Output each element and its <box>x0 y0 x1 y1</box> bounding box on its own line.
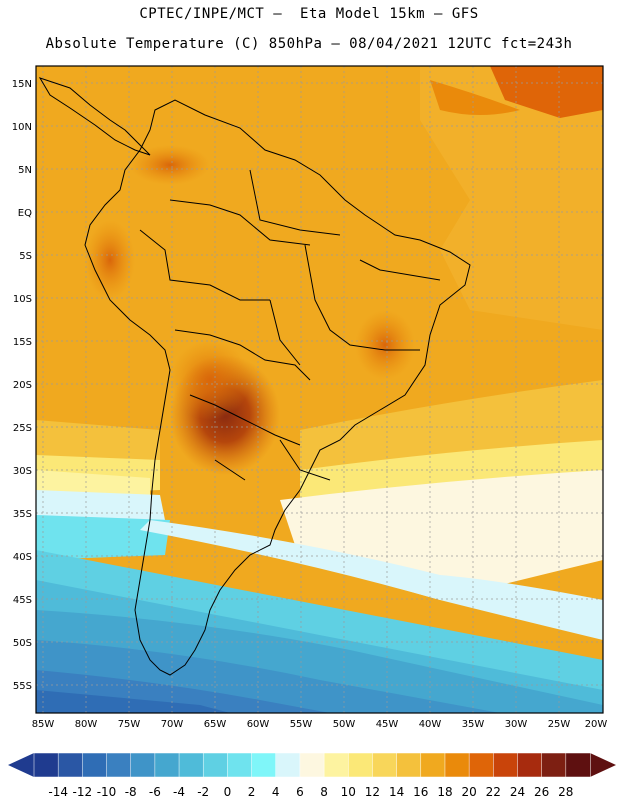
colorbar-swatch <box>275 752 301 778</box>
colorbar-swatch <box>348 752 374 778</box>
lat-label: EQ <box>18 208 32 219</box>
colorbar-swatch <box>517 752 543 778</box>
lat-label: 5N <box>18 165 32 176</box>
lon-label: 65W <box>204 719 227 730</box>
lat-label: 50S <box>13 638 32 649</box>
lon-label: 60W <box>247 719 270 730</box>
colorbar-tick-label: 14 <box>389 785 404 799</box>
lon-label: 30W <box>505 719 528 730</box>
colorbar-swatch <box>468 752 495 778</box>
colorbar-tick-label: 20 <box>461 785 476 799</box>
colorbar-tick-label: -10 <box>97 785 117 799</box>
lat-label: 30S <box>13 466 32 477</box>
latitude-labels: 15N 10N 5N EQ 5S 10S 15S 20S 25S 30S 35S… <box>12 79 32 692</box>
south-america-coastline <box>84 99 471 676</box>
lon-label: 35W <box>462 719 485 730</box>
colorbar-swatch <box>154 752 180 778</box>
country-borders <box>38 77 471 676</box>
colorbar: -14 -12 -10 -8 -6 -4 -2 0 2 4 6 8 10 12 14 16 18 20 22 24 26… <box>8 752 616 799</box>
colorbar-tick-label: 2 <box>248 785 256 799</box>
lon-label: 40W <box>419 719 442 730</box>
colorbar-tick-label: 6 <box>296 785 304 799</box>
colorbar-tick-label: -2 <box>197 785 209 799</box>
lon-label: 80W <box>75 719 98 730</box>
lat-label: 5S <box>19 251 32 262</box>
colorbar-swatch <box>372 752 398 778</box>
lat-label: 55S <box>13 681 32 692</box>
colorbar-tick-label: 22 <box>486 785 501 799</box>
colorbar-swatch <box>202 752 229 778</box>
lat-label: 15N <box>12 79 32 90</box>
colorbar-tick-label: 0 <box>224 785 232 799</box>
colorbar-swatch <box>33 752 59 778</box>
longitude-labels: 85W 80W 75W 70W 65W 60W 55W 50W 45W 40W … <box>32 719 608 730</box>
colorbar-tick-label: 26 <box>534 785 549 799</box>
colorbar-tick-label: 12 <box>365 785 380 799</box>
lat-label: 10N <box>12 122 32 133</box>
lon-label: 20W <box>585 719 608 730</box>
colorbar-tick-label: 4 <box>272 785 280 799</box>
central-america <box>38 77 151 156</box>
colorbar-tick-label: -8 <box>125 785 137 799</box>
chart-title-line-1: CPTEC/INPE/MCT – Eta Model 15km – GFS <box>139 6 479 22</box>
lat-label: 40S <box>13 552 32 563</box>
colorbar-swatch <box>106 752 132 778</box>
colorbar-swatch <box>82 752 108 778</box>
colorbar-swatch <box>444 752 470 778</box>
colorbar-swatch <box>57 752 84 778</box>
colorbar-swatch <box>420 752 446 778</box>
lon-label: 25W <box>548 719 571 730</box>
colorbar-tick-label: -6 <box>149 785 161 799</box>
colorbar-tick-label: 24 <box>510 785 525 799</box>
colorbar-swatch <box>323 752 350 778</box>
colorbar-high-arrow <box>590 753 616 777</box>
colorbar-swatch <box>565 752 591 778</box>
lon-label: 75W <box>118 719 141 730</box>
colorbar-swatch <box>396 752 422 778</box>
lat-label: 15S <box>13 337 32 348</box>
lat-label: 45S <box>13 595 32 606</box>
colorbar-swatch <box>251 752 277 778</box>
lat-label: 35S <box>13 509 32 520</box>
colorbar-swatch <box>178 752 204 778</box>
colorbar-tick-label: -4 <box>173 785 185 799</box>
lat-label: 20S <box>13 380 32 391</box>
colorbar-tick-label: 16 <box>413 785 428 799</box>
colorbar-swatch <box>227 752 253 778</box>
colorbar-swatch <box>130 752 156 778</box>
colorbar-low-arrow <box>8 753 34 777</box>
lat-label: 25S <box>13 423 32 434</box>
lon-label: 55W <box>290 719 313 730</box>
lon-label: 70W <box>161 719 184 730</box>
colorbar-tick-label: 8 <box>320 785 328 799</box>
lat-label: 10S <box>13 294 32 305</box>
lon-label: 45W <box>376 719 399 730</box>
colorbar-tick-label: -12 <box>73 785 93 799</box>
chart-title-line-2: Absolute Temperature (C) 850hPa – 08/04/… <box>45 36 573 52</box>
colorbar-tick-label: 18 <box>437 785 452 799</box>
lon-label: 50W <box>333 719 356 730</box>
colorbar-tick-label: 28 <box>558 785 573 799</box>
colorbar-swatch <box>493 752 519 778</box>
map-frame <box>35 65 604 714</box>
colorbar-swatch <box>299 752 325 778</box>
colorbar-tick-label: 10 <box>341 785 356 799</box>
temperature-field <box>36 66 603 713</box>
colorbar-swatch <box>541 752 567 778</box>
colorbar-tick-label: -14 <box>48 785 68 799</box>
lon-label: 85W <box>32 719 55 730</box>
